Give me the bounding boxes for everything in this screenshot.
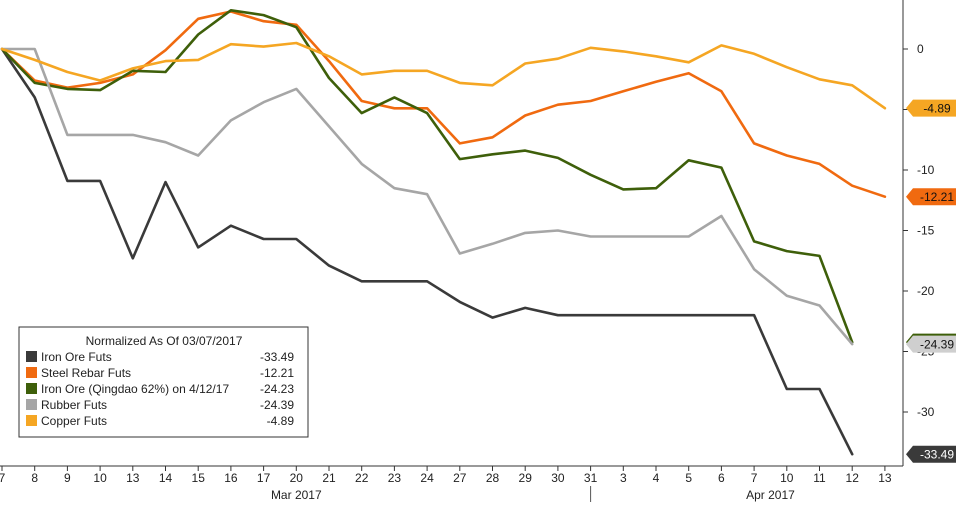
series-line-1: [0, 10, 887, 198]
series-line-2: [0, 9, 854, 344]
y-tick-label: -20: [917, 284, 935, 298]
x-tick-label: 22: [355, 471, 369, 485]
x-tick-label: 10: [93, 471, 107, 485]
x-tick-label: 4: [653, 471, 660, 485]
x-tick-label: 7: [0, 471, 6, 485]
x-tick-label: 28: [486, 471, 500, 485]
x-tick-label: 14: [159, 471, 173, 485]
value-badge-shape: [906, 335, 956, 353]
series-line-3: [0, 47, 854, 346]
y-tick-label: -30: [917, 405, 935, 419]
value-badge: -4.89: [906, 99, 956, 117]
series-line-4: [0, 41, 887, 110]
value-badge-shape: [906, 188, 956, 206]
value-badge-label: -4.89: [923, 102, 951, 116]
x-tick-label: 16: [224, 471, 238, 485]
value-badge-label: -12.21: [920, 190, 954, 204]
x-tick-label: 7: [751, 471, 758, 485]
legend-label: Steel Rebar Futs: [41, 366, 131, 380]
x-tick-label: 8: [31, 471, 38, 485]
series-line-0: [0, 47, 854, 456]
y-tick-label: -10: [917, 163, 935, 177]
value-badge: -24.39: [906, 335, 956, 353]
value-badge: -12.21: [906, 188, 956, 206]
x-tick-label: 31: [584, 471, 598, 485]
legend-swatch: [26, 351, 37, 362]
value-badge: -33.49: [906, 445, 956, 463]
series-group: [0, 9, 887, 456]
legend-value: -12.21: [260, 366, 294, 380]
legend-value: -33.49: [260, 350, 294, 364]
value-badge-label: -24.39: [920, 338, 954, 352]
legend-swatch: [26, 383, 37, 394]
month-label: Mar 2017: [271, 488, 322, 502]
legend-label: Iron Ore (Qingdao 62%) on 4/12/17: [41, 382, 229, 396]
x-tick-label: 11: [813, 471, 826, 485]
legend-title: Normalized As Of 03/07/2017: [86, 334, 243, 348]
month-label: Apr 2017: [746, 488, 795, 502]
x-tick-label: 15: [192, 471, 206, 485]
x-tick-label: 13: [126, 471, 140, 485]
legend-value: -24.23: [260, 382, 294, 396]
value-badges: -4.89-12.21-24.23-24.39-33.49: [906, 99, 956, 463]
legend-swatch: [26, 367, 37, 378]
x-tick-label: 23: [388, 471, 402, 485]
legend-swatch: [26, 399, 37, 410]
x-tick-label: 20: [290, 471, 304, 485]
x-tick-label: 12: [846, 471, 860, 485]
legend-label: Copper Futs: [41, 414, 107, 428]
legend-box: [18, 326, 309, 438]
x-tick-label: 17: [257, 471, 271, 485]
x-tick-label: 24: [420, 471, 434, 485]
legend-value: -4.89: [267, 414, 295, 428]
legend: Normalized As Of 03/07/2017 Iron Ore Fut…: [18, 326, 309, 438]
legend-swatch: [26, 415, 37, 426]
x-tick-label: 13: [878, 471, 892, 485]
legend-label: Rubber Futs: [41, 398, 107, 412]
y-tick-label: 0: [917, 42, 924, 56]
x-tick-label: 3: [620, 471, 627, 485]
x-tick-label: 27: [453, 471, 467, 485]
x-tick-label: 6: [718, 471, 725, 485]
x-tick-label: 30: [551, 471, 565, 485]
x-tick-label: 10: [780, 471, 794, 485]
value-badge-shape: [906, 445, 956, 463]
x-tick-label: 29: [519, 471, 533, 485]
x-tick-label: 5: [685, 471, 692, 485]
x-tick-label: 9: [64, 471, 71, 485]
value-badge-label: -33.49: [920, 448, 954, 462]
x-tick-label: 21: [322, 471, 336, 485]
y-tick-label: -15: [917, 224, 935, 238]
legend-label: Iron Ore Futs: [41, 350, 112, 364]
legend-value: -24.39: [260, 398, 294, 412]
value-badge-shape: [906, 99, 956, 117]
